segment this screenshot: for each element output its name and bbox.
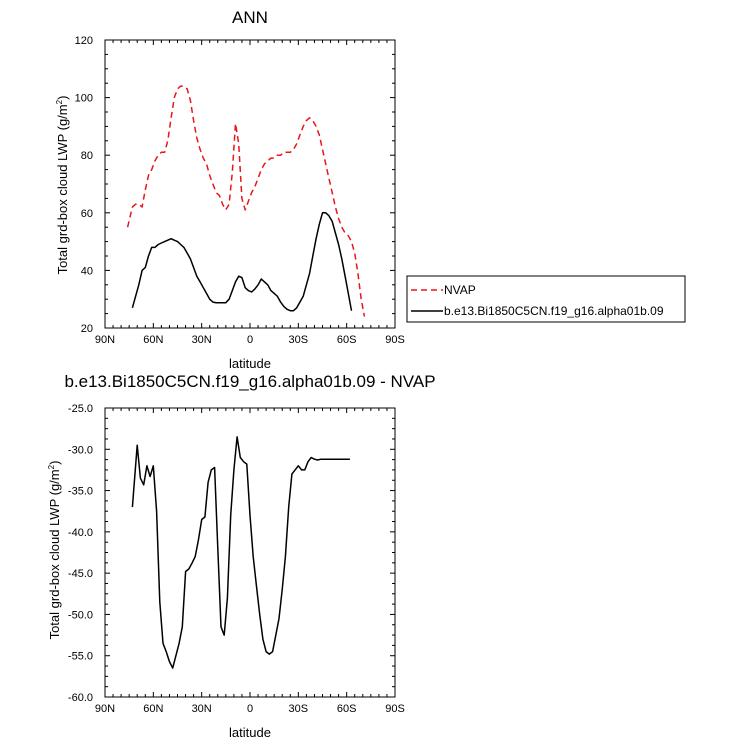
top-chart-xlabel: latitude	[229, 356, 271, 371]
top-chart-y-tick-label: 40	[81, 265, 93, 277]
top-chart-y-tick-label: 60	[81, 208, 93, 220]
bottom-chart-ylabel: Total grd-box cloud LWP (g/m2)	[47, 461, 62, 640]
bottom-chart-frame	[104, 407, 396, 698]
bottom-chart-x-tick-label: 30S	[289, 703, 309, 715]
bottom-chart-xlabel: latitude	[229, 725, 271, 740]
top-chart-x-tick-label: 90S	[385, 334, 405, 346]
bottom-chart-y-tick-label: -50.0	[68, 609, 93, 621]
bottom-chart-x-tick-label: 60N	[143, 703, 163, 715]
top-chart-y-tick-label: 80	[81, 150, 93, 162]
bottom-chart-title: b.e13.Bi1850C5CN.f19_g16.alpha01b.09 - N…	[64, 372, 435, 391]
top-chart-y-tick-label: 120	[75, 35, 93, 47]
bottom-chart-y-tick-label: -60.0	[68, 692, 93, 704]
top-chart-y-tick-label: 100	[75, 93, 93, 105]
top-chart-x-tick-label: 60S	[337, 334, 357, 346]
legend-nvap-label: NVAP	[444, 283, 476, 297]
bottom-chart-y-tick-label: -45.0	[68, 568, 93, 580]
bottom-chart-plot: 90N 60N 30N 0 30S 60S 90S -60.0 -55.0 -50.0 -45.0 -…	[68, 403, 405, 715]
top-chart-x-tick-label: 30S	[289, 334, 309, 346]
top-chart-title: ANN	[232, 8, 268, 27]
top-chart-x-tick-label: 90N	[95, 334, 115, 346]
top-chart-x-tick-label: 60N	[143, 334, 163, 346]
top-chart-x-tick-label: 30N	[192, 334, 212, 346]
bottom-chart-x-tick-label: 0	[247, 703, 253, 715]
legend-model-label: b.e13.Bi1850C5CN.f19_g16.alpha01b.09	[444, 304, 664, 318]
bottom-chart-series-difference-line	[131, 436, 350, 669]
top-chart-frame	[104, 39, 396, 329]
bottom-chart-y-tick-label: -35.0	[68, 486, 93, 498]
top-chart-x-tick-label: 0	[247, 334, 253, 346]
bottom-chart-y-tick-label: -55.0	[68, 651, 93, 663]
legend-box	[406, 275, 686, 323]
top-chart-series-nvap-line	[126, 85, 366, 317]
bottom-chart-x-tick-label: 90N	[95, 703, 115, 715]
bottom-chart-y-tick-label: -25.0	[68, 403, 93, 415]
top-chart-y-tick-label: 20	[81, 323, 93, 335]
bottom-chart-x-tick-label: 30N	[192, 703, 212, 715]
bottom-chart-y-tick-label: -30.0	[68, 444, 93, 456]
bottom-chart-x-tick-label: 90S	[385, 703, 405, 715]
top-chart-ylabel: Total grd-box cloud LWP (g/m2)	[55, 96, 70, 275]
top-chart-series-model-line	[131, 212, 353, 312]
bottom-chart-x-tick-label: 60S	[337, 703, 357, 715]
bottom-chart-y-tick-label: -40.0	[68, 527, 93, 539]
top-chart-plot: 90N 60N 30N 0 30S 60S 90S 20 40 60 80 100 120	[75, 35, 405, 346]
